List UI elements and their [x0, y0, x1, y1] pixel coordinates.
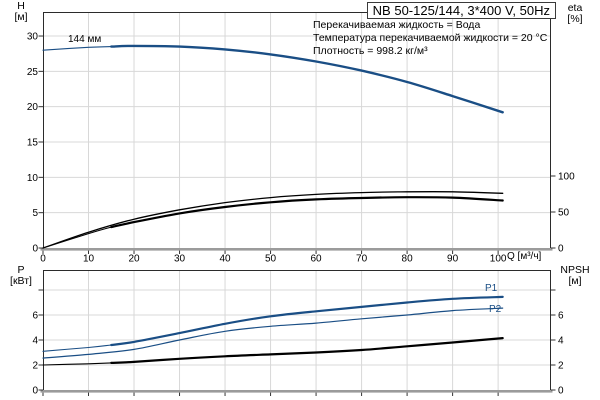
- svg-text:70: 70: [356, 254, 368, 265]
- svg-text:10: 10: [83, 254, 95, 265]
- eta-axis-label: eta [%]: [557, 3, 593, 25]
- svg-text:4: 4: [32, 336, 38, 347]
- svg-text:0: 0: [558, 386, 564, 397]
- svg-text:100: 100: [490, 254, 507, 265]
- svg-text:80: 80: [402, 254, 414, 265]
- svg-text:4: 4: [558, 336, 564, 347]
- svg-text:0: 0: [40, 254, 46, 265]
- svg-text:30: 30: [174, 254, 186, 265]
- svg-text:60: 60: [311, 254, 323, 265]
- svg-text:5: 5: [32, 208, 38, 219]
- p-axis-unit: [кВт]: [10, 275, 32, 287]
- p-axis-label: P [кВт]: [5, 265, 37, 287]
- svg-text:100: 100: [558, 172, 575, 183]
- h-axis-unit: [м]: [14, 11, 28, 23]
- svg-text:0: 0: [558, 244, 564, 255]
- svg-text:0: 0: [32, 386, 38, 397]
- svg-text:20: 20: [27, 102, 39, 113]
- svg-text:6: 6: [558, 311, 564, 322]
- h-axis-symbol: H: [17, 0, 25, 12]
- h-axis-label: H [м]: [6, 1, 36, 23]
- eta-axis-unit: [%]: [567, 13, 583, 25]
- svg-text:2: 2: [32, 361, 38, 372]
- svg-text:0: 0: [32, 244, 38, 255]
- svg-text:40: 40: [219, 254, 231, 265]
- npsh-axis-symbol: NPSH: [560, 264, 590, 276]
- npsh-axis-label: NPSH [м]: [552, 265, 598, 287]
- svg-text:90: 90: [447, 254, 459, 265]
- svg-text:15: 15: [27, 138, 39, 149]
- pump-model-title: NB 50-125/144, 3*400 V, 50Hz: [366, 2, 556, 19]
- info-temperature: Температура перекачиваемой жидкости = 20…: [313, 32, 548, 44]
- svg-text:6: 6: [32, 311, 38, 322]
- svg-text:30: 30: [27, 32, 39, 43]
- svg-text:50: 50: [265, 254, 277, 265]
- npsh-axis-unit: [м]: [568, 275, 582, 287]
- svg-text:50: 50: [558, 208, 570, 219]
- q-axis-unit-label: Q [м³/ч]: [507, 251, 542, 262]
- impeller-diameter-label: 144 мм: [68, 34, 102, 45]
- svg-text:10: 10: [27, 173, 39, 184]
- info-density: Плотность = 998.2 кг/м³: [313, 45, 428, 57]
- info-liquid: Перекачиваемая жидкость = Вода: [313, 19, 481, 31]
- p2-curve-label: P2: [489, 304, 502, 315]
- svg-text:25: 25: [27, 67, 39, 78]
- eta-axis-symbol: eta: [567, 2, 583, 14]
- p-axis-symbol: P: [17, 264, 25, 276]
- p1-curve-label: P1: [485, 283, 498, 294]
- svg-text:20: 20: [128, 254, 140, 265]
- svg-text:2: 2: [558, 361, 564, 372]
